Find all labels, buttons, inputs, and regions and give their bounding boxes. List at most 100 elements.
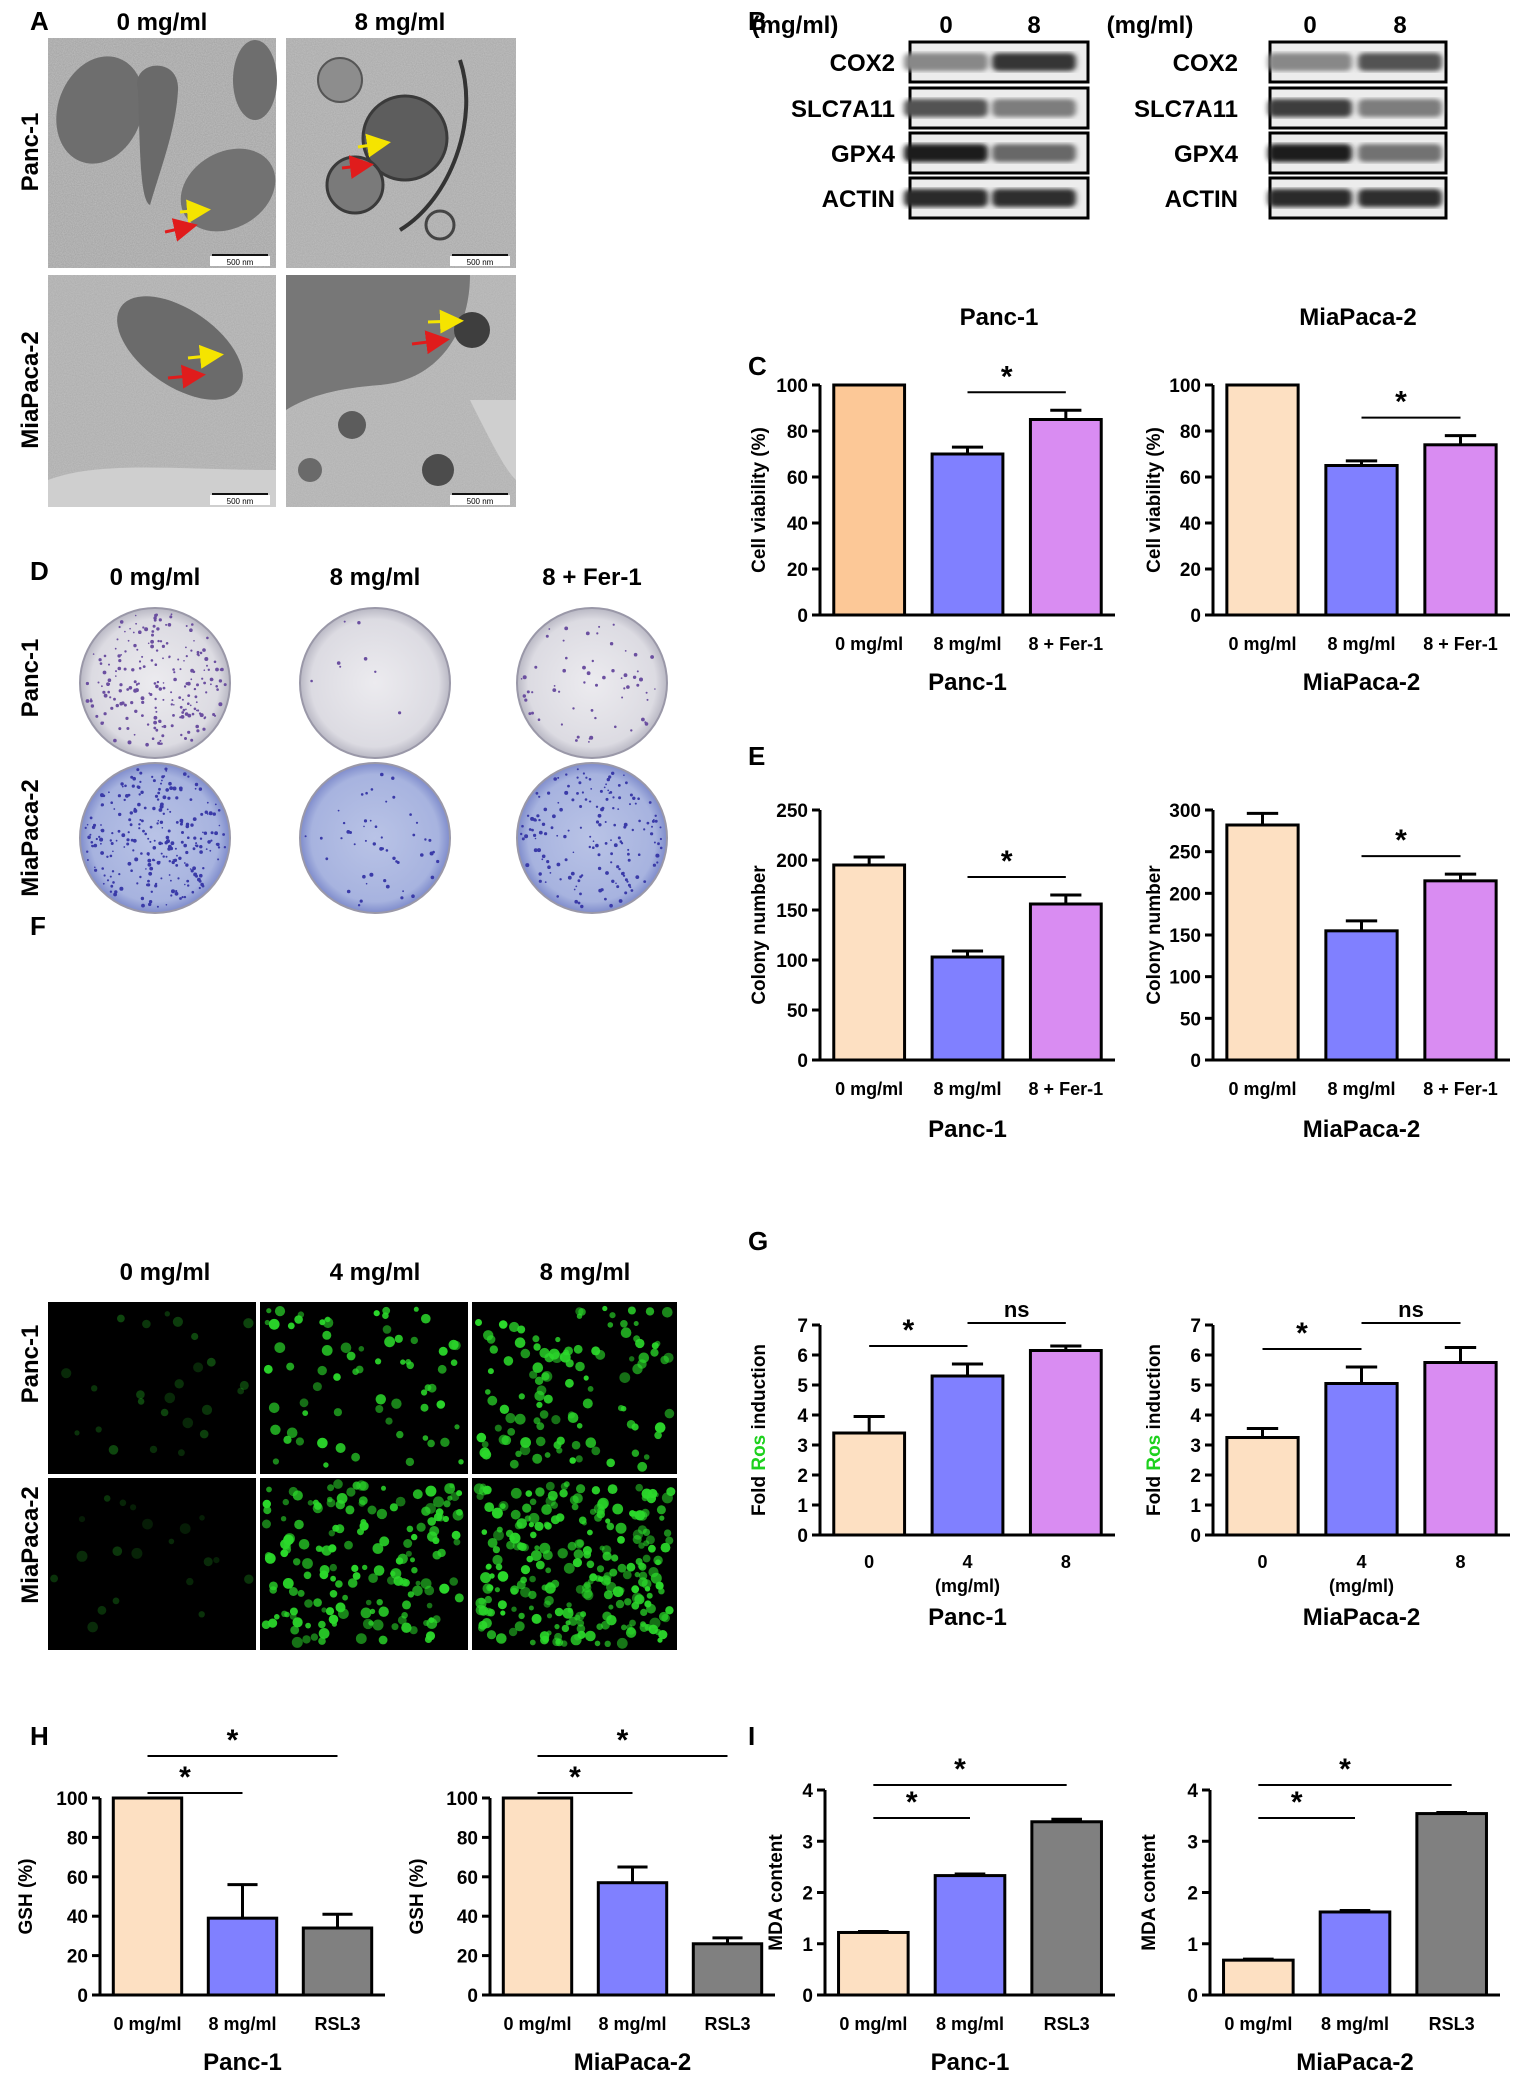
colony-dot bbox=[141, 700, 145, 705]
colony-dot bbox=[160, 802, 164, 807]
fluorescent-cell bbox=[637, 1525, 647, 1535]
y-tick-label: 3 bbox=[1190, 1436, 1201, 1457]
colony-dot bbox=[147, 883, 151, 887]
fluorescent-cell bbox=[612, 1503, 624, 1515]
fluorescent-cell bbox=[239, 1380, 249, 1390]
fluorescent-cell bbox=[582, 1398, 593, 1409]
colony-dot bbox=[137, 802, 141, 807]
fluorescent-cell bbox=[508, 1627, 518, 1637]
panel-f-col-label-0: 0 mg/ml bbox=[120, 1259, 211, 1286]
fluorescent-cell bbox=[627, 1626, 636, 1635]
fluorescent-cell bbox=[193, 1362, 204, 1373]
fluorescent-cell bbox=[333, 1373, 341, 1381]
colony-dot bbox=[580, 904, 584, 909]
colony-dot bbox=[110, 842, 114, 845]
colony-dot bbox=[591, 659, 594, 663]
fluorescent-cell bbox=[544, 1522, 552, 1530]
fluorescent-cell bbox=[324, 1316, 331, 1323]
chart-5: G 0 1 2 3 4 5 6 7 Fold Ros induction 0 4 8 (mg/ml) * ns… bbox=[748, 1226, 1115, 1631]
colony-dot bbox=[562, 639, 565, 642]
colony-dot bbox=[120, 654, 122, 656]
fluorescent-cell bbox=[76, 1550, 88, 1562]
colony-dot bbox=[179, 897, 182, 900]
significance-label: * bbox=[906, 1786, 918, 1819]
colony-dot bbox=[141, 714, 144, 717]
colony-dot bbox=[579, 805, 583, 808]
fluorescent-cell bbox=[530, 1550, 542, 1561]
colony-dot bbox=[101, 867, 104, 870]
colony-dot bbox=[172, 786, 177, 791]
fluorescent-cell bbox=[505, 1413, 516, 1424]
colony-dot bbox=[206, 664, 208, 667]
colony-dot bbox=[158, 787, 161, 791]
red-arrow-icon bbox=[411, 330, 450, 355]
colony-dot bbox=[183, 772, 187, 776]
fluorescent-cell bbox=[626, 1420, 636, 1429]
panel-letter: E bbox=[748, 741, 765, 771]
y-tick-label: 7 bbox=[797, 1316, 808, 1337]
y-tick-label: 200 bbox=[776, 851, 808, 872]
fluorescent-cell bbox=[511, 1606, 517, 1612]
fluorescent-cell bbox=[485, 1389, 491, 1395]
fluorescent-cell bbox=[479, 1486, 489, 1496]
fluorescent-cell bbox=[554, 1624, 560, 1630]
colony-dot bbox=[582, 665, 586, 670]
colony-dot bbox=[172, 714, 175, 717]
colony-dot bbox=[153, 715, 158, 720]
colony-dot bbox=[159, 739, 162, 742]
fluorescent-cell bbox=[302, 1558, 313, 1569]
panel-f-row-label-1: MiaPaca-2 bbox=[17, 1486, 44, 1603]
fluorescent-cell bbox=[514, 1621, 525, 1632]
fluorescent-cell bbox=[294, 1519, 304, 1530]
colony-dot bbox=[148, 692, 151, 695]
colony-dot bbox=[127, 861, 132, 866]
y-tick-label: 40 bbox=[787, 514, 808, 535]
colony-dot bbox=[135, 684, 138, 686]
fluorescent-cell bbox=[637, 1562, 645, 1570]
fluorescent-cell bbox=[433, 1496, 444, 1508]
fluorescent-cell bbox=[633, 1321, 639, 1326]
fluorescent-cell bbox=[650, 1348, 659, 1357]
colony-dot bbox=[154, 794, 159, 798]
fluorescent-cell bbox=[603, 1590, 613, 1600]
fluorescent-cell bbox=[422, 1435, 429, 1441]
colony-dot bbox=[180, 733, 183, 737]
colony-dot bbox=[623, 825, 627, 828]
fluorescent-cell bbox=[295, 1437, 304, 1446]
colony-dot bbox=[136, 785, 140, 789]
blot-protein-label: ACTIN bbox=[822, 186, 895, 213]
category-label: 8 mg/ml bbox=[208, 2014, 276, 2034]
blot-protein-label: SLC7A11 bbox=[1134, 96, 1238, 123]
colony-dot bbox=[525, 863, 530, 868]
colony-dot bbox=[319, 836, 323, 840]
fluorescent-cell bbox=[358, 1496, 368, 1505]
chart-3: E 0 50 100 150 200 250 Colony number 0 mg/ml 8 mg… bbox=[748, 741, 1115, 1143]
y-tick-label: 2 bbox=[1187, 1884, 1198, 1905]
fluorescent-cell bbox=[315, 1545, 323, 1552]
colony-dot bbox=[173, 671, 176, 674]
colony-dot bbox=[155, 684, 159, 689]
y-axis-title-part: induction bbox=[1144, 1344, 1165, 1435]
bar bbox=[111, 1796, 184, 1997]
fluorescent-cell bbox=[641, 1494, 649, 1502]
colony-dot bbox=[174, 891, 179, 896]
colony-dot bbox=[185, 863, 189, 867]
colony-dot bbox=[362, 874, 366, 879]
colony-dot bbox=[186, 879, 190, 883]
fluorescent-cell bbox=[266, 1486, 272, 1493]
fluorescent-cell bbox=[458, 1459, 464, 1465]
colony-dot bbox=[138, 660, 142, 663]
category-label: 0 mg/ml bbox=[1224, 2014, 1292, 2034]
colony-dot bbox=[176, 854, 178, 857]
x-axis-title: Panc-1 bbox=[928, 1116, 1007, 1143]
fluorescent-cell bbox=[328, 1530, 335, 1537]
fluorescent-cell bbox=[665, 1536, 674, 1545]
fluorescent-cell bbox=[642, 1554, 651, 1563]
blot-band bbox=[1268, 189, 1352, 207]
colony-dot bbox=[180, 715, 185, 719]
panel-letter-b: B bbox=[748, 6, 767, 36]
colony-dot bbox=[162, 855, 165, 858]
colony-dot bbox=[175, 796, 179, 800]
colony-dot bbox=[196, 729, 200, 733]
colony-dot bbox=[586, 671, 591, 676]
